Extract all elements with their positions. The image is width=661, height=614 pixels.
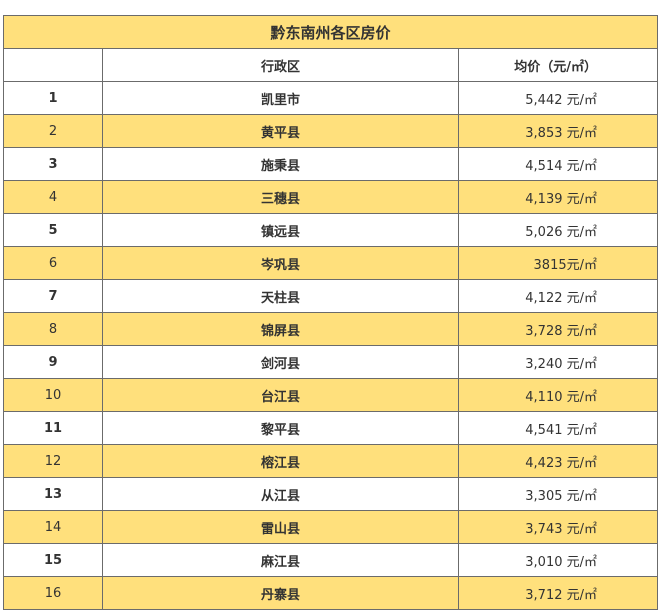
- row-price: 3,240 元/㎡: [458, 345, 658, 379]
- row-price: 4,122 元/㎡: [458, 279, 658, 313]
- header-row: 行政区 均价（元/㎡）: [3, 48, 658, 82]
- row-district: 镇远县: [102, 213, 459, 247]
- table-row: 2 黄平县 3,853 元/㎡: [3, 114, 658, 148]
- row-index: 15: [3, 543, 103, 577]
- table-row: 12 榕江县 4,423 元/㎡: [3, 444, 658, 478]
- row-district: 三穗县: [102, 180, 459, 214]
- row-district: 黄平县: [102, 114, 459, 148]
- row-price: 4,139 元/㎡: [458, 180, 658, 214]
- table-row: 7 天柱县 4,122 元/㎡: [3, 279, 658, 313]
- row-index: 11: [3, 411, 103, 445]
- row-index: 4: [3, 180, 103, 214]
- house-price-table: 黔东南州各区房价 行政区 均价（元/㎡） 1 凯里市 5,442 元/㎡ 2 黄平县 3,…: [3, 15, 658, 610]
- table-row: 16 丹寨县 3,712 元/㎡: [3, 576, 658, 610]
- row-district: 台江县: [102, 378, 459, 412]
- row-index: 13: [3, 477, 103, 511]
- table-row: 11 黎平县 4,541 元/㎡: [3, 411, 658, 445]
- row-district: 岑巩县: [102, 246, 459, 280]
- row-district: 丹寨县: [102, 576, 459, 610]
- row-price: 3,010 元/㎡: [458, 543, 658, 577]
- row-district: 天柱县: [102, 279, 459, 313]
- row-index: 7: [3, 279, 103, 313]
- row-index: 5: [3, 213, 103, 247]
- table-row: 3 施秉县 4,514 元/㎡: [3, 147, 658, 181]
- row-price: 3,305 元/㎡: [458, 477, 658, 511]
- row-district: 黎平县: [102, 411, 459, 445]
- row-district: 榕江县: [102, 444, 459, 478]
- row-district: 雷山县: [102, 510, 459, 544]
- row-index: 12: [3, 444, 103, 478]
- table-row: 1 凯里市 5,442 元/㎡: [3, 81, 658, 115]
- row-price: 4,423 元/㎡: [458, 444, 658, 478]
- row-index: 10: [3, 378, 103, 412]
- row-price: 3,712 元/㎡: [458, 576, 658, 610]
- table-title: 黔东南州各区房价: [3, 15, 658, 49]
- row-price: 3,743 元/㎡: [458, 510, 658, 544]
- row-district: 凯里市: [102, 81, 459, 115]
- row-index: 8: [3, 312, 103, 346]
- row-index: 9: [3, 345, 103, 379]
- row-price: 4,541 元/㎡: [458, 411, 658, 445]
- header-index: [3, 48, 103, 82]
- row-index: 14: [3, 510, 103, 544]
- row-index: 1: [3, 81, 103, 115]
- title-row: 黔东南州各区房价: [3, 15, 658, 49]
- row-district: 施秉县: [102, 147, 459, 181]
- header-price: 均价（元/㎡）: [458, 48, 658, 82]
- table-row: 6 岑巩县 3815元/㎡: [3, 246, 658, 280]
- header-district: 行政区: [102, 48, 459, 82]
- row-index: 3: [3, 147, 103, 181]
- row-district: 锦屏县: [102, 312, 459, 346]
- row-price: 5,026 元/㎡: [458, 213, 658, 247]
- table-row: 10 台江县 4,110 元/㎡: [3, 378, 658, 412]
- row-index: 16: [3, 576, 103, 610]
- row-district: 剑河县: [102, 345, 459, 379]
- row-price: 3,853 元/㎡: [458, 114, 658, 148]
- row-price: 3815元/㎡: [458, 246, 658, 280]
- table-row: 13 从江县 3,305 元/㎡: [3, 477, 658, 511]
- row-district: 从江县: [102, 477, 459, 511]
- table-row: 14 雷山县 3,743 元/㎡: [3, 510, 658, 544]
- table-row: 9 剑河县 3,240 元/㎡: [3, 345, 658, 379]
- row-district: 麻江县: [102, 543, 459, 577]
- row-price: 4,514 元/㎡: [458, 147, 658, 181]
- row-index: 6: [3, 246, 103, 280]
- table-row: 15 麻江县 3,010 元/㎡: [3, 543, 658, 577]
- row-price: 5,442 元/㎡: [458, 81, 658, 115]
- table-row: 5 镇远县 5,026 元/㎡: [3, 213, 658, 247]
- row-index: 2: [3, 114, 103, 148]
- table-row: 8 锦屏县 3,728 元/㎡: [3, 312, 658, 346]
- row-price: 3,728 元/㎡: [458, 312, 658, 346]
- table-row: 4 三穗县 4,139 元/㎡: [3, 180, 658, 214]
- row-price: 4,110 元/㎡: [458, 378, 658, 412]
